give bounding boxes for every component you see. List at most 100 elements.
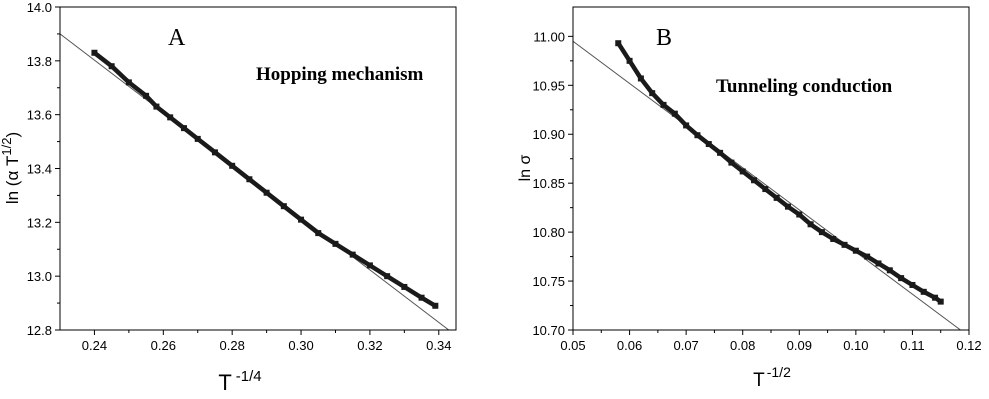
data-point — [418, 294, 425, 301]
data-point — [683, 122, 690, 129]
data-point — [298, 216, 305, 223]
data-point — [401, 283, 408, 290]
x-axis-title: T -1/2 — [753, 364, 791, 391]
data-point — [432, 302, 439, 309]
y-tick-label: 10.80 — [532, 225, 565, 240]
data-point — [384, 273, 391, 280]
data-point — [153, 103, 160, 110]
data-curve — [93, 51, 437, 308]
x-tick-label: 0.11 — [900, 338, 924, 353]
data-point — [818, 229, 825, 236]
y-axis-title-pre: ln (α T — [3, 156, 22, 205]
data-point — [194, 135, 201, 142]
data-point — [626, 57, 633, 64]
data-point — [143, 92, 150, 99]
x-tick-label: 0.05 — [560, 338, 585, 353]
data-point — [91, 49, 98, 56]
x-tick-label: 0.10 — [843, 338, 868, 353]
y-axis-title-pre: ln σ — [517, 154, 534, 181]
y-tick-label: 14.0 — [27, 0, 52, 15]
data-point — [263, 189, 270, 196]
x-tick-label: 0.30 — [288, 338, 313, 353]
x-tick-label: 0.09 — [787, 338, 812, 353]
y-tick-label: 10.75 — [532, 274, 565, 289]
data-point — [349, 251, 356, 258]
data-point — [717, 149, 724, 156]
data-point — [694, 132, 701, 139]
y-tick-label: 13.4 — [27, 162, 52, 177]
data-point — [852, 247, 859, 254]
y-tick-label: 12.8 — [27, 323, 52, 338]
data-point — [108, 63, 115, 70]
data-point — [909, 281, 916, 288]
panel-a-hopping: 0.24 0.26 0.28 0.30 0.32 0.34 12.8 13.0 13.2 13.… — [0, 0, 457, 395]
panel-label: B — [656, 25, 672, 51]
data-point — [937, 298, 944, 305]
data-point — [898, 275, 905, 282]
x-axis-title-base: T — [218, 370, 231, 395]
x-tick-label: 0.07 — [673, 338, 698, 353]
data-point — [211, 149, 218, 156]
data-point — [637, 75, 644, 82]
data-point — [167, 114, 174, 121]
x-tick-label: 0.32 — [357, 338, 382, 353]
y-axis-title: ln (α T1/2) — [0, 132, 22, 204]
data-point — [773, 194, 780, 201]
y-axis-title-sup: 1/2 — [0, 138, 14, 156]
x-axis-title: T -1/4 — [218, 368, 261, 395]
panel-b-tunneling: 0.05 0.06 0.07 0.08 0.09 0.10 0.11 0.12 10.70 10… — [517, 6, 982, 391]
x-tick-label: 0.28 — [220, 338, 245, 353]
x-tick-label: 0.34 — [426, 338, 451, 353]
data-point — [784, 203, 791, 210]
data-point — [875, 260, 882, 267]
x-tick-label: 0.06 — [617, 338, 642, 353]
data-point — [830, 235, 837, 242]
x-tick-label: 0.08 — [730, 338, 755, 353]
panel-label: A — [168, 25, 186, 51]
data-point — [671, 110, 678, 117]
annotation: Tunneling conduction — [716, 76, 893, 97]
data-point — [229, 162, 236, 169]
y-tick-label: 13.8 — [27, 54, 52, 69]
y-axis-title: ln σ — [517, 154, 534, 181]
data-point — [796, 211, 803, 218]
data-point — [762, 186, 769, 193]
y-tick-label: 10.90 — [532, 127, 565, 142]
y-tick-label: 13.2 — [27, 215, 52, 230]
x-tick-label: 0.24 — [82, 338, 107, 353]
y-tick-label: 10.70 — [532, 323, 565, 338]
data-point — [739, 168, 746, 175]
data-point — [751, 177, 758, 184]
data-point — [728, 159, 735, 166]
data-point — [615, 40, 622, 47]
data-point — [246, 176, 253, 183]
data-point — [920, 288, 927, 295]
x-axis-title-sup: -1/4 — [236, 368, 262, 385]
y-tick-label: 11.00 — [533, 29, 565, 44]
data-point — [807, 221, 814, 228]
x-axis-title-sup: -1/2 — [767, 364, 791, 380]
y-tick-label: 10.85 — [532, 176, 565, 191]
data-point — [180, 125, 187, 132]
data-point — [660, 101, 667, 108]
data-point — [280, 203, 287, 210]
data-point — [315, 230, 322, 237]
y-tick-label: 13.0 — [27, 269, 52, 284]
x-axis-title-base: T — [753, 370, 765, 391]
y-tick-label: 13.6 — [27, 108, 52, 123]
data-point — [649, 90, 656, 97]
data-point — [932, 294, 939, 301]
x-tick-label: 0.12 — [956, 338, 981, 353]
fit-line — [573, 40, 961, 330]
annotation: Hopping mechanism — [256, 64, 424, 85]
data-point — [864, 253, 871, 260]
x-tick-label: 0.26 — [151, 338, 176, 353]
y-tick-label: 10.95 — [532, 78, 565, 93]
data-point — [125, 79, 132, 86]
data-point — [366, 262, 373, 269]
data-point — [705, 141, 712, 148]
y-axis-title-post: ) — [3, 132, 22, 138]
data-point — [332, 240, 339, 247]
data-point — [841, 241, 848, 248]
